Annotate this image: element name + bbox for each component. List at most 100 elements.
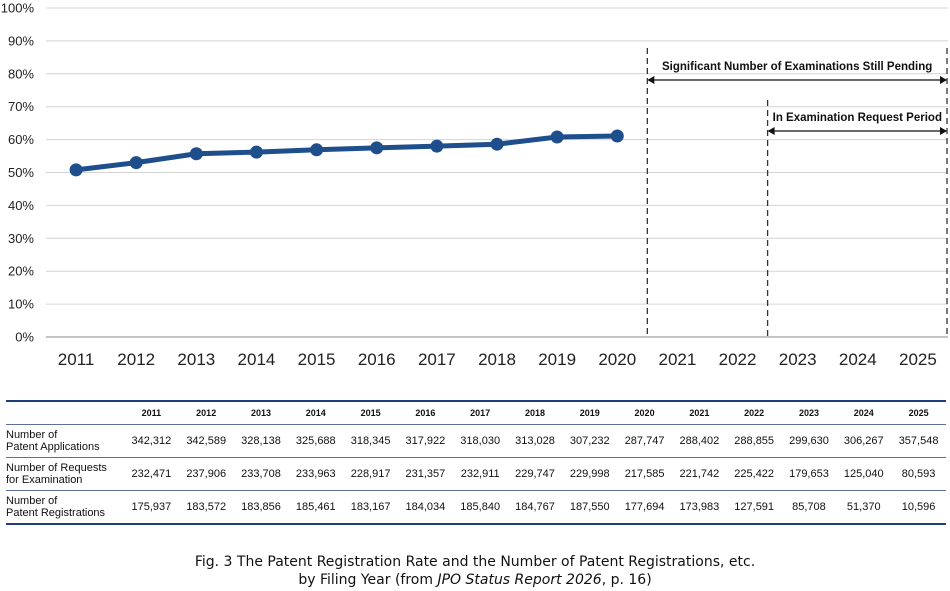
column-header: 2021 [689,408,710,418]
table-cell: 177,694 [624,501,665,513]
data-point [189,147,203,161]
x-tick-label: 2025 [899,350,937,369]
table-cell: 185,461 [295,501,336,513]
data-point [310,143,324,157]
y-tick-label: 100% [1,1,35,16]
series-line [73,133,620,173]
column-header: 2015 [360,408,381,418]
arrowhead-right [940,76,947,84]
table-cell: 179,653 [789,468,829,480]
row-label: Number of Requests for Examination [6,462,107,486]
caption-line-2: by Filing Year (from JPO Status Report 2… [0,571,950,589]
table-cell: 183,572 [186,501,227,513]
annotation-label: Significant Number of Examinations Still… [662,61,932,73]
table-cell: 237,906 [186,468,227,480]
column-header: 2025 [908,408,929,418]
column-header: 2017 [470,408,491,418]
table-cell: 51,370 [846,501,881,513]
column-header: 2020 [634,408,655,418]
x-tick-label: 2014 [238,350,276,369]
table-cell: 306,267 [843,435,884,447]
x-tick-label: 2011 [58,350,95,369]
table-cell: 233,963 [295,468,336,480]
row-label: Number of Patent Registrations [6,495,106,519]
x-tick-label: 2024 [839,350,877,369]
column-header: 2014 [305,408,326,418]
x-tick-label: 2023 [779,350,817,369]
data-point [430,139,444,153]
table-cell: 85,708 [792,501,826,513]
y-tick-label: 20% [8,264,34,279]
table-row: Number of Patent Registrations 175,937 183… [6,490,946,524]
table-cell: 357,548 [898,435,939,447]
table-cell: 317,922 [405,435,446,447]
table-cell: 10,596 [901,501,936,513]
table-cell: 342,589 [186,435,227,447]
x-tick-label: 2016 [358,350,396,369]
column-header: 2013 [250,408,271,418]
y-tick-label: 10% [8,297,34,312]
table-cell: 342,312 [131,435,172,447]
table-cell: 288,855 [734,435,775,447]
column-header: 2019 [579,408,600,418]
caption-line-2-prefix: by Filing Year (from [298,572,438,588]
column-header: 2022 [744,408,765,418]
table-cell: 288,402 [679,435,720,447]
table-cell: 183,167 [350,501,391,513]
table-row: Number of Patent Applications 342,312 342,… [6,424,946,458]
column-header: 2023 [798,408,819,418]
table-cell: 229,998 [569,468,610,480]
table-cell: 328,138 [241,435,281,447]
arrowhead-left [767,127,775,135]
column-header: 2011 [141,408,162,418]
table-row: Number of Requests for Examination 232,47… [6,457,946,491]
x-tick-label: 2013 [177,350,215,369]
data-point [69,163,83,177]
table-cell: 233,708 [241,468,281,480]
x-tick-label: 2015 [298,350,336,369]
table-cell: 225,422 [734,468,775,480]
x-tick-label: 2018 [478,350,516,369]
table-cell: 232,471 [131,468,172,480]
column-header: 2016 [415,408,436,418]
x-tick-label: 2020 [598,350,636,369]
table-cell: 229,747 [515,468,555,480]
table-cell: 228,917 [350,468,391,480]
y-tick-label: 80% [8,66,34,81]
y-tick-label: 60% [8,132,34,147]
data-point [249,145,263,159]
table-cell: 299,630 [789,435,829,447]
y-tick-label: 30% [8,231,34,246]
caption-line-2-suffix: , p. 16) [601,572,652,588]
data-point [550,130,564,144]
table-cell: 232,911 [460,468,500,480]
caption-line-1: Fig. 3 The Patent Registration Rate and … [194,554,756,570]
y-tick-label: 90% [8,33,34,48]
table-cell: 184,767 [515,501,555,513]
column-header: 2018 [524,408,545,418]
x-tick-label: 2021 [658,350,696,369]
table-cell: 187,550 [569,501,610,513]
figure-caption: Fig. 3 The Patent Registration Rate and … [0,553,950,589]
table-cell: 127,591 [734,501,775,513]
row-label: Number of Patent Applications [6,429,100,453]
table-cell: 313,028 [515,435,555,447]
table-cell: 318,345 [350,435,391,447]
patent-registration-rate-chart: 0% 10% 20% 30% 40% 50% 60% 70% 80% 90% 100% 2011 201… [1,1,948,369]
caption-report-title: JPO Status Report 2026 [437,572,602,588]
table-body: Number of Patent Applications 342,312 342,… [6,424,946,524]
patent-statistics-table: 2011 2012 2013 2014 2015 2016 2017 2018 2019 2020… [6,400,946,525]
table-cell: 221,742 [679,468,720,480]
data-point [129,156,143,170]
table-cell: 175,937 [131,501,172,513]
data-point [370,141,384,155]
table-cell: 318,030 [460,435,501,447]
table-cell: 80,593 [901,468,936,480]
x-tick-label: 2012 [117,350,155,369]
arrowhead-right [940,127,947,135]
x-tick-label: 2017 [418,350,456,369]
column-header: 2024 [853,408,874,418]
table-cell: 307,232 [569,435,610,447]
arrowhead-left [647,76,655,84]
table-cell: 183,856 [241,501,281,513]
